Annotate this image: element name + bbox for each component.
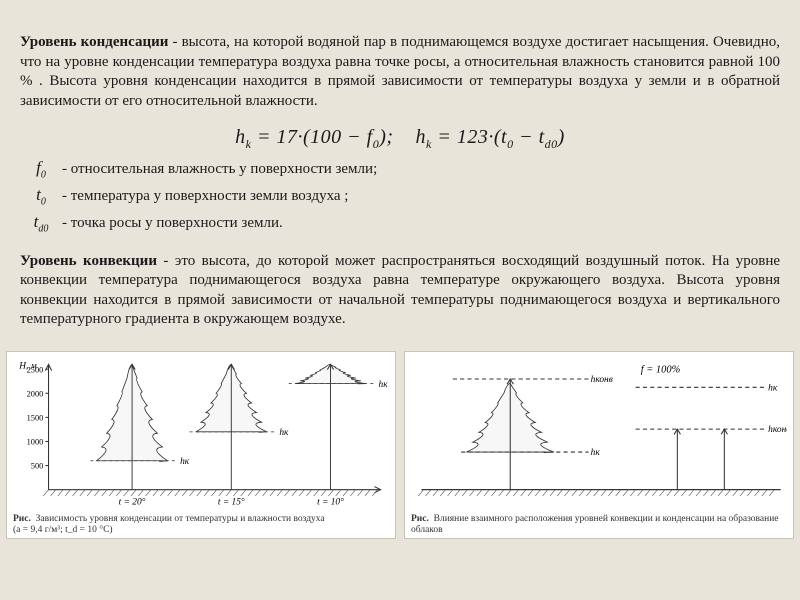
svg-text:hк: hк	[180, 457, 190, 467]
sym-f0: f0	[20, 156, 62, 183]
svg-text:hк: hк	[591, 448, 601, 458]
formula: hk = 17·(100 − f0); hk = 123·(t0 − td0)	[20, 126, 780, 152]
svg-text:2500: 2500	[27, 365, 44, 374]
convection-term: Уровень конвекции	[20, 253, 157, 269]
fig2-caption-label: Рис.	[411, 514, 429, 524]
fig1-caption-label: Рис.	[13, 514, 31, 524]
svg-text:t = 20°: t = 20°	[119, 496, 146, 507]
figure-2-svg: f = 100% hконв hк hк hконв	[411, 356, 787, 513]
condensation-paragraph: Уровень конденсации - высота, на которой…	[20, 33, 780, 111]
def-text-f0: - относительная влажность у поверхности …	[62, 159, 377, 181]
svg-text:2000: 2000	[27, 389, 44, 398]
def-f0: f0 - относительная влажность у поверхнос…	[20, 156, 780, 183]
figure-1-svg: H, м5001000150020002500hкt = 20°hкt = 15…	[13, 356, 389, 513]
def-text-td0: - точка росы у поверхности земли.	[62, 213, 283, 235]
convection-paragraph: Уровень конвекции - это высота, до котор…	[20, 252, 780, 330]
fig2-caption-text: Влияние взаимного расположения уровней к…	[411, 514, 779, 535]
def-td0: td0 - точка росы у поверхности земли.	[20, 210, 780, 237]
svg-text:hконв: hконв	[768, 425, 787, 435]
def-text-t0: - температура у поверхности земли воздух…	[62, 186, 348, 208]
fig1-caption-text: Зависимость уровня конденсации от темпер…	[36, 514, 325, 524]
svg-text:t = 10°: t = 10°	[317, 496, 344, 507]
fig1-caption-sub: (a = 9,4 г/м³; t_d = 10 °C)	[13, 525, 113, 535]
svg-text:f = 100%: f = 100%	[641, 364, 681, 375]
condensation-sep: -	[168, 34, 181, 50]
svg-text:hк: hк	[379, 379, 389, 389]
svg-text:hк: hк	[279, 428, 289, 438]
figure-1: H, м5001000150020002500hкt = 20°hкt = 15…	[6, 351, 396, 540]
condensation-term: Уровень конденсации	[20, 34, 168, 50]
svg-text:t = 15°: t = 15°	[218, 496, 245, 507]
figure-2: f = 100% hконв hк hк hконв Рис. Влияние взаи…	[404, 351, 794, 540]
sym-td0: td0	[20, 210, 62, 237]
figure-1-caption: Рис. Зависимость уровня конденсации от т…	[13, 514, 389, 536]
convection-sep: -	[157, 253, 175, 269]
svg-text:hк: hк	[768, 383, 778, 393]
svg-text:1500: 1500	[27, 413, 44, 422]
svg-text:1000: 1000	[27, 437, 44, 446]
sym-t0: t0	[20, 183, 62, 210]
figure-2-caption: Рис. Влияние взаимного расположения уров…	[411, 514, 787, 536]
svg-text:hконв: hконв	[591, 375, 613, 385]
definitions: f0 - относительная влажность у поверхнос…	[20, 156, 780, 237]
svg-text:500: 500	[31, 461, 44, 470]
def-t0: t0 - температура у поверхности земли воз…	[20, 183, 780, 210]
